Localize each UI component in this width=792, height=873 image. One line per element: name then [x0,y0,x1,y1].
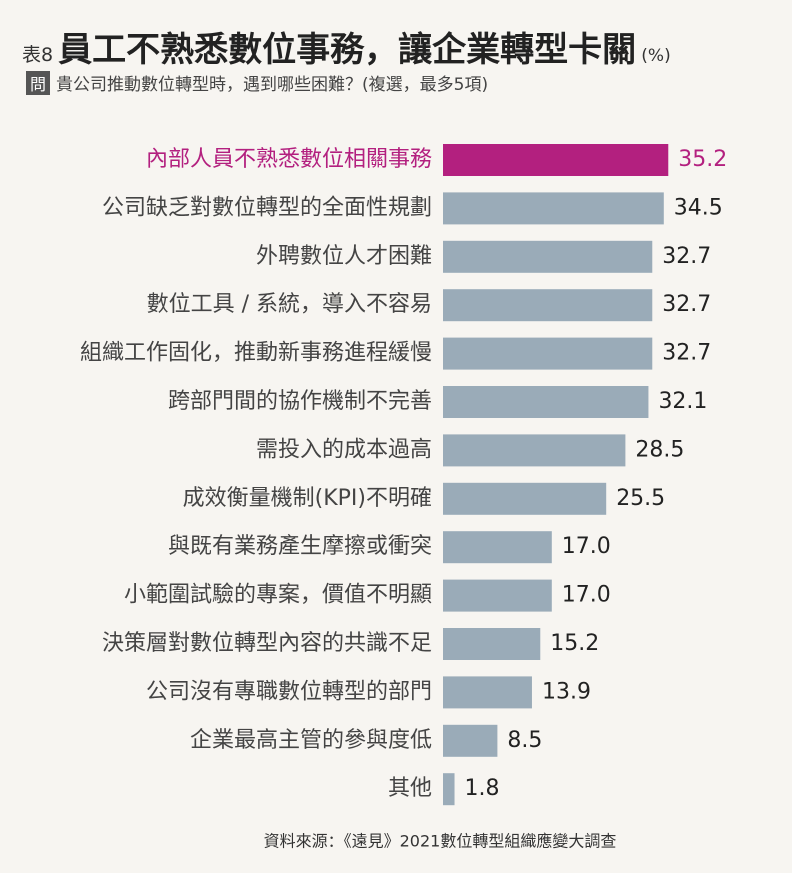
value-label: 32.1 [658,389,707,414]
bar [443,773,455,806]
category-label: 內部人員不熟悉數位相關事務 [146,147,432,172]
bar [443,144,669,176]
chart-title: 員工不熟悉數位事務，讓企業轉型卡關 [58,30,637,70]
category-label: 成效衡量機制(KPI)不明確 [183,486,432,511]
bar [443,386,649,418]
value-label: 32.7 [662,244,711,269]
category-label: 小範圍試驗的專案，價值不明顯 [124,583,432,608]
category-label: 決策層對數位轉型內容的共識不足 [102,631,432,656]
bar [443,289,653,322]
category-label: 企業最高主管的參與度低 [190,728,432,753]
category-label: 公司缺乏對數位轉型的全面性規劃 [102,195,432,220]
bar [443,628,541,660]
bar [443,192,664,225]
bar [443,531,552,564]
unit: (%) [641,46,671,66]
category-label: 與既有業務產生摩擦或衝突 [168,534,432,559]
source: 資料來源：《遠見》2021數位轉型組織應變大調查 [264,832,617,851]
bar [443,482,607,515]
value-label: 35.2 [678,147,727,172]
bar [443,337,653,370]
bar [443,240,653,273]
question-tag: 問 [26,71,51,95]
header: 表8 員工不熟悉數位事務，讓企業轉型卡關 (%) [22,22,671,71]
subtitle-row: 問貴公司推動數位轉型時，遇到哪些困難？(複選，最多5項) [26,70,488,95]
category-label: 數位工具 / 系統，導入不容易 [147,292,432,317]
value-label: 8.5 [507,728,542,753]
category-label: 需投入的成本過高 [256,437,432,462]
value-label: 28.5 [635,437,684,462]
subtitle: 貴公司推動數位轉型時，遇到哪些困難？(複選，最多5項) [56,75,489,95]
value-label: 1.8 [465,776,500,801]
bar [443,724,498,757]
bar [443,434,626,467]
value-label: 13.9 [542,679,591,704]
category-label: 跨部門間的協作機制不完善 [168,389,432,414]
bar [443,676,532,709]
category-label: 其他 [388,776,432,801]
value-label: 17.0 [562,534,611,559]
value-label: 25.5 [616,486,665,511]
table-label: 表8 [22,44,54,66]
category-label: 組織工作固化，推動新事務進程緩慢 [80,341,432,366]
value-label: 32.7 [662,341,711,366]
bar [443,579,552,612]
value-label: 17.0 [562,583,611,608]
category-label: 公司沒有專職數位轉型的部門 [146,679,432,704]
value-label: 15.2 [550,631,599,656]
category-label: 外聘數位人才困難 [256,244,432,269]
value-label: 34.5 [674,195,723,220]
value-label: 32.7 [662,292,711,317]
